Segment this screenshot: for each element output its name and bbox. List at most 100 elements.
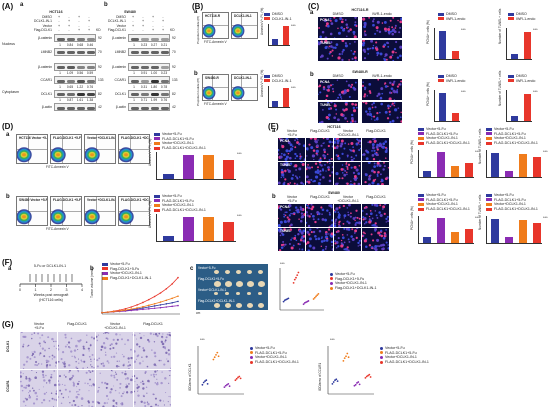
significance: *** <box>237 151 242 156</box>
stain-spot <box>80 397 84 400</box>
legend-text: Vector+5-Fu <box>385 346 405 350</box>
cell-nucleus <box>340 244 344 248</box>
stain-spot <box>46 361 48 364</box>
nuclei <box>278 228 305 251</box>
blot-cell-line: SW480 <box>124 10 136 14</box>
section-label-cytoplasm: Cytoplasm <box>2 90 19 94</box>
tumor-volume-dotplot <box>279 268 324 311</box>
bar-mark <box>532 157 541 177</box>
growth-point <box>165 299 168 302</box>
cell-nucleus <box>375 48 379 51</box>
bar-mark <box>490 219 499 243</box>
legend: Vector+5-Fu FLAG-DCLK1+5-Fu Vector+DCLK1-I… <box>154 132 206 150</box>
cell-nucleus <box>372 138 375 141</box>
cell-nucleus <box>281 233 285 236</box>
cell-nucleus <box>373 149 376 152</box>
panel-label-c: (C) <box>308 2 320 11</box>
cell-nucleus <box>329 32 333 36</box>
significance: *** <box>543 149 548 154</box>
stain-spot <box>51 397 54 400</box>
stain-spot <box>110 388 113 391</box>
stain-spot <box>135 377 138 380</box>
cell-nucleus <box>370 118 373 120</box>
cell-nucleus <box>362 215 365 218</box>
legend-item: Vector+DCLK1-IN-1 <box>330 281 376 286</box>
cell-nucleus <box>384 157 387 159</box>
band-quant: 0.31 <box>140 84 148 89</box>
blot-band <box>67 66 75 69</box>
band-quant: 1 <box>133 42 135 47</box>
cell-nucleus <box>322 142 325 145</box>
cell-nucleus <box>336 231 339 234</box>
cell-nucleus <box>306 166 309 169</box>
stain-spot <box>100 363 103 365</box>
band-quant: 0.91 <box>140 71 148 75</box>
cell-nucleus <box>288 209 291 211</box>
cell-nucleus <box>383 20 387 24</box>
cell-nucleus <box>288 156 292 160</box>
cell-nucleus <box>344 19 347 21</box>
legend-text: FLAG-DCLK1+5-Fu <box>385 350 417 355</box>
tumor-row-label: Flag-DCLK1+5-Fu <box>198 277 224 281</box>
cell-nucleus <box>371 224 374 227</box>
stain-spot <box>71 376 73 379</box>
cell-nucleus <box>324 155 327 157</box>
cell-nucleus <box>294 175 297 178</box>
cell-nucleus <box>395 51 397 54</box>
stain-spot <box>101 381 104 384</box>
treatment-sign: + <box>57 23 61 28</box>
treatment-sign: + <box>87 19 91 24</box>
cell-nucleus <box>380 229 383 232</box>
cell-nucleus <box>351 57 354 60</box>
stain-spot <box>167 360 170 363</box>
cell-nucleus <box>376 174 379 177</box>
cell-nucleus <box>362 210 364 212</box>
cell-nucleus <box>364 207 367 210</box>
stain-spot <box>139 336 143 340</box>
cell-nucleus <box>387 45 390 48</box>
cell-nucleus <box>337 31 341 35</box>
cell-nucleus <box>324 248 327 250</box>
blot-band <box>141 106 149 110</box>
stain-spot <box>75 366 78 369</box>
cell-nucleus <box>383 162 385 164</box>
stain-spot <box>143 395 145 398</box>
cell-nucleus <box>326 162 329 164</box>
cell-nucleus <box>340 20 344 24</box>
tumor <box>247 292 251 296</box>
cell-nucleus <box>278 224 281 227</box>
tumor <box>225 270 230 274</box>
cell-nucleus <box>297 142 301 146</box>
significance: *** <box>291 85 296 90</box>
iod-point <box>335 378 338 381</box>
cell-nucleus <box>278 249 282 251</box>
legend-swatch <box>508 12 514 16</box>
band-quant: 0.84 <box>66 42 74 47</box>
band-quant: 0.76 <box>160 98 168 102</box>
cell-nucleus <box>354 17 357 19</box>
cell-nucleus <box>389 19 392 22</box>
stain-spot <box>105 394 109 398</box>
stain-spot <box>50 392 53 395</box>
cell-nucleus <box>317 218 320 221</box>
cell-nucleus <box>375 214 378 217</box>
blot-band <box>77 51 85 54</box>
cell-nucleus <box>314 170 318 174</box>
stain-spot <box>22 345 25 348</box>
treatment-sign: - <box>162 15 164 19</box>
cell-nucleus <box>324 46 328 50</box>
legend: DMSO IWR-1-endo <box>438 12 465 21</box>
stain-spot <box>97 391 99 393</box>
blot-strip <box>54 34 96 42</box>
iod-point <box>213 356 216 359</box>
cell-nucleus <box>352 30 356 34</box>
panel-label-b: (B) <box>192 2 204 11</box>
legend-swatch <box>330 277 333 281</box>
cell-nucleus <box>295 239 298 242</box>
stain-spot <box>154 370 157 373</box>
cell-nucleus <box>322 154 326 157</box>
subpanel-label: a <box>20 2 24 8</box>
blot-band <box>77 106 85 110</box>
growth-point <box>147 304 150 307</box>
legend-item: FLAG-DCLK1+DCLK1-IN-1 <box>154 208 206 213</box>
